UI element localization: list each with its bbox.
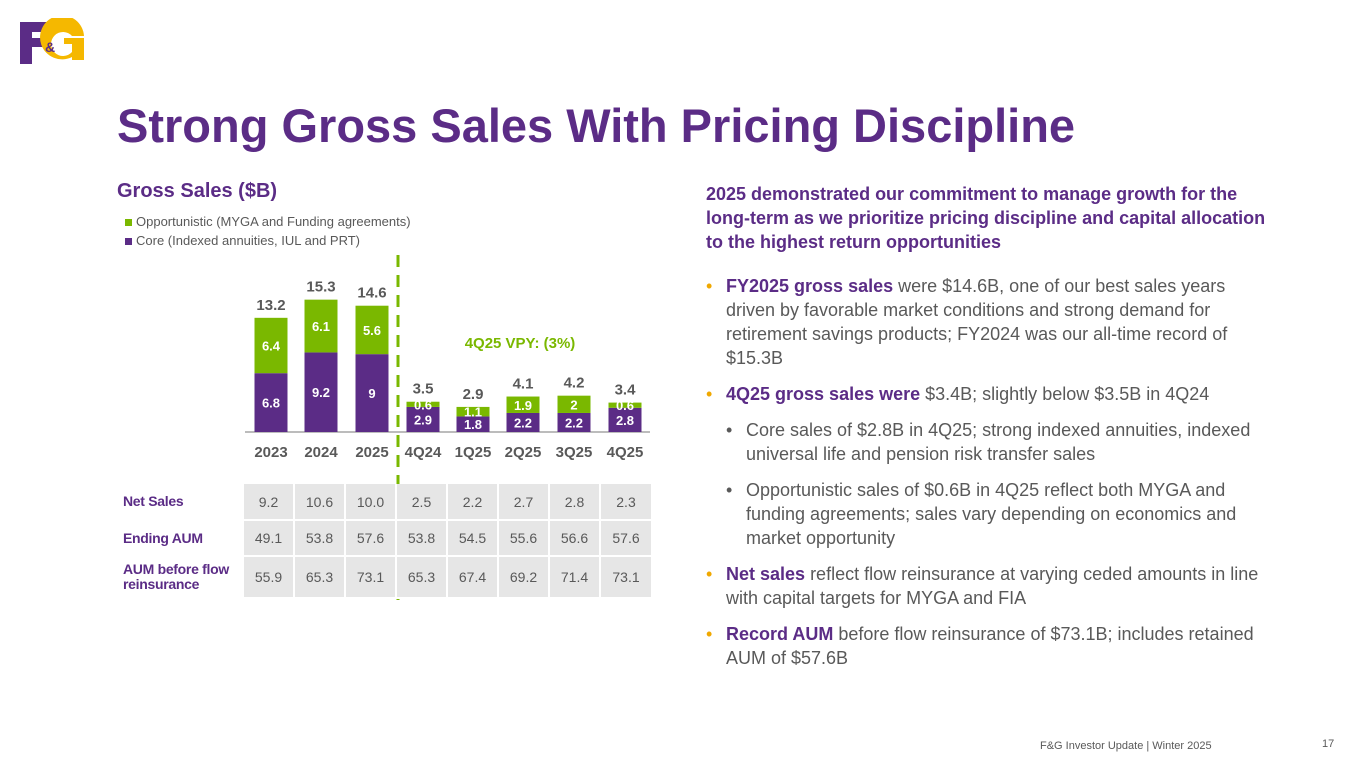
row-label: AUM before flow reinsurance [117, 556, 243, 599]
bar-opportunistic [254, 317, 288, 374]
chart-title: Gross Sales ($B) [117, 180, 278, 202]
total-label: 3.4 [615, 382, 637, 399]
table-cell: 10.0 [344, 484, 396, 521]
bar-opportunistic [506, 396, 540, 413]
table-row: AUM before flow reinsurance 55.9 65.3 73.1 6… [117, 556, 651, 599]
bar-label: 2 [570, 397, 577, 412]
bar-label: 5.6 [363, 323, 381, 338]
bullet-aum: Record AUM before flow reinsurance of $7… [706, 622, 1266, 670]
table-cell: 73.1 [599, 556, 651, 599]
bar-label: 0.6 [616, 398, 634, 413]
bar-label: 1.1 [464, 405, 482, 420]
table-cell: 53.8 [395, 520, 447, 557]
bar-label: 1.9 [514, 398, 532, 413]
table-cell: 71.4 [548, 556, 600, 599]
legend-opportunistic: Opportunistic (MYGA and Funding agreemen… [125, 214, 411, 229]
x-tick-label: 4Q25 [607, 444, 644, 461]
total-label: 4.1 [513, 376, 534, 393]
bar-opportunistic [406, 401, 440, 407]
bar-core [456, 416, 490, 432]
total-label: 4.2 [564, 375, 585, 392]
total-label: 2.9 [463, 386, 484, 403]
svg-text:&: & [45, 39, 55, 55]
sub-bullet-core: Core sales of $2.8B in 4Q25; strong inde… [706, 418, 1266, 466]
table-cell: 65.3 [293, 556, 345, 599]
table-cell: 53.8 [293, 520, 345, 557]
x-tick-label: 3Q25 [556, 444, 593, 461]
table-cell: 9.2 [242, 484, 294, 521]
bar-label: 0.6 [414, 397, 432, 412]
footer: F&G Investor Update | Winter 2025 [1040, 740, 1212, 752]
table-cell: 2.8 [548, 484, 600, 521]
table-cell: 57.6 [344, 520, 396, 557]
table-cell: 65.3 [395, 556, 447, 599]
bar-core [304, 352, 338, 432]
bar-label: 6.8 [262, 396, 280, 411]
bar-opportunistic [456, 406, 490, 417]
total-label: 13.2 [256, 297, 285, 314]
table-cell: 2.2 [446, 484, 498, 521]
bar-opportunistic [304, 299, 338, 353]
x-tick-label: 2Q25 [505, 444, 542, 461]
table-cell: 2.5 [395, 484, 447, 521]
table-cell: 2.3 [599, 484, 651, 521]
bullet-net-sales: Net sales reflect flow reinsurance at va… [706, 562, 1266, 610]
x-tick-label: 2025 [355, 444, 388, 461]
bar-label: 2.2 [514, 415, 532, 430]
table-cell: 55.9 [242, 556, 294, 599]
bullet-fy2025: FY2025 gross sales were $14.6B, one of o… [706, 274, 1266, 370]
bar-label: 9 [368, 386, 375, 401]
table-row: Net Sales 9.2 10.6 10.0 2.5 2.2 2.7 2.8 2.3 [117, 484, 651, 521]
bar-core [557, 412, 591, 432]
x-tick-label: 2024 [304, 444, 338, 461]
bar-label: 9.2 [312, 385, 330, 400]
table-cell: 54.5 [446, 520, 498, 557]
metrics-table: Net Sales 9.2 10.6 10.0 2.5 2.2 2.7 2.8 2.3 Endin… [117, 484, 651, 599]
table-cell: 57.6 [599, 520, 651, 557]
bar-opportunistic [608, 402, 642, 408]
bar-core [254, 373, 288, 432]
total-label: 15.3 [306, 279, 335, 296]
page-number: 17 [1322, 738, 1335, 750]
table-cell: 69.2 [497, 556, 549, 599]
bar-label: 1.8 [464, 417, 482, 432]
fg-logo: & [20, 18, 84, 64]
lead-text: 2025 demonstrated our commitment to mana… [706, 184, 1266, 252]
x-tick-label: 1Q25 [455, 444, 492, 461]
table-cell: 10.6 [293, 484, 345, 521]
bullet-4q25: 4Q25 gross sales were $3.4B; slightly be… [706, 382, 1266, 406]
x-tick-label: 2023 [254, 444, 287, 461]
bar-label: 6.4 [262, 339, 281, 354]
bar-core [406, 406, 440, 432]
page-title: Strong Gross Sales With Pricing Discipli… [117, 99, 1076, 152]
sub-bullet-opportunistic: Opportunistic sales of $0.6B in 4Q25 ref… [706, 478, 1266, 550]
gross-sales-chart: 6.8 6.4 13.2 2023 9.2 6.1 15.3 2024 9 5.6 14.6 2025… [245, 255, 650, 600]
vpy-annotation: 4Q25 VPY: (3%) [465, 335, 576, 352]
table-cell: 49.1 [242, 520, 294, 557]
row-label: Ending AUM [117, 520, 243, 557]
bar-opportunistic [557, 395, 591, 413]
bar-label: 2.2 [565, 415, 583, 430]
legend-core: Core (Indexed annuities, IUL and PRT) [125, 233, 360, 248]
table-cell: 56.6 [548, 520, 600, 557]
total-label: 3.5 [413, 381, 434, 398]
bar-core [608, 407, 642, 432]
bar-label: 2.8 [616, 413, 634, 428]
table-row: Ending AUM 49.1 53.8 57.6 53.8 54.5 55.6 56.6 57… [117, 520, 651, 557]
x-tick-label: 4Q24 [405, 444, 442, 461]
row-label: Net Sales [117, 484, 243, 521]
table-cell: 2.7 [497, 484, 549, 521]
table-cell: 67.4 [446, 556, 498, 599]
table-cell: 55.6 [497, 520, 549, 557]
bar-core [355, 354, 389, 432]
bar-label: 6.1 [312, 319, 330, 334]
bar-label: 2.9 [414, 412, 432, 427]
bar-opportunistic [355, 305, 389, 355]
bar-core [506, 412, 540, 432]
total-label: 14.6 [357, 285, 386, 302]
table-cell: 73.1 [344, 556, 396, 599]
